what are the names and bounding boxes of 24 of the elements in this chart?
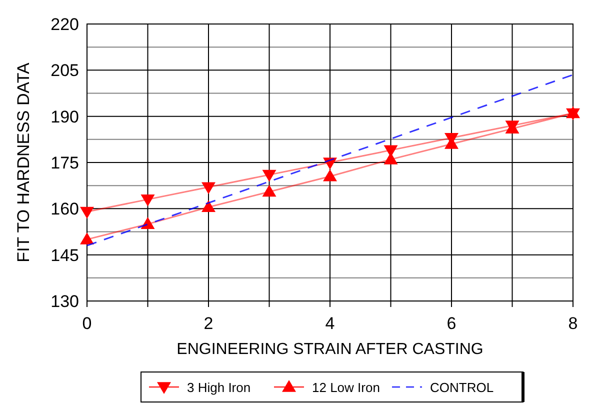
point — [262, 184, 276, 197]
point — [323, 169, 337, 182]
point — [202, 200, 216, 212]
x-axis-title: ENGINEERING STRAIN AFTER CASTING — [176, 341, 484, 358]
x-tick-label: 8 — [568, 314, 578, 333]
x-tick-label: 6 — [446, 314, 456, 333]
x-tick-label: 2 — [204, 314, 214, 333]
x-tick-label: 0 — [82, 314, 92, 333]
y-axis-title: FIT TO HARDNESS DATA — [14, 62, 33, 262]
legend-label: CONTROL — [430, 380, 494, 395]
point — [80, 232, 94, 244]
y-tick-label: 145 — [50, 246, 79, 265]
y-tick-label: 205 — [50, 61, 79, 80]
y-tick-label: 160 — [50, 200, 79, 219]
x-tick-label: 4 — [325, 314, 335, 333]
point — [262, 170, 276, 182]
point — [140, 217, 155, 229]
y-tick-label: 130 — [50, 292, 79, 311]
y-tick-label: 175 — [50, 153, 79, 172]
y-tick-label: 190 — [50, 107, 79, 126]
y-tick-label: 220 — [50, 14, 79, 34]
point — [202, 182, 216, 194]
legend-label: 3 High Iron — [187, 380, 251, 395]
legend-label: 12 Low Iron — [312, 380, 380, 395]
